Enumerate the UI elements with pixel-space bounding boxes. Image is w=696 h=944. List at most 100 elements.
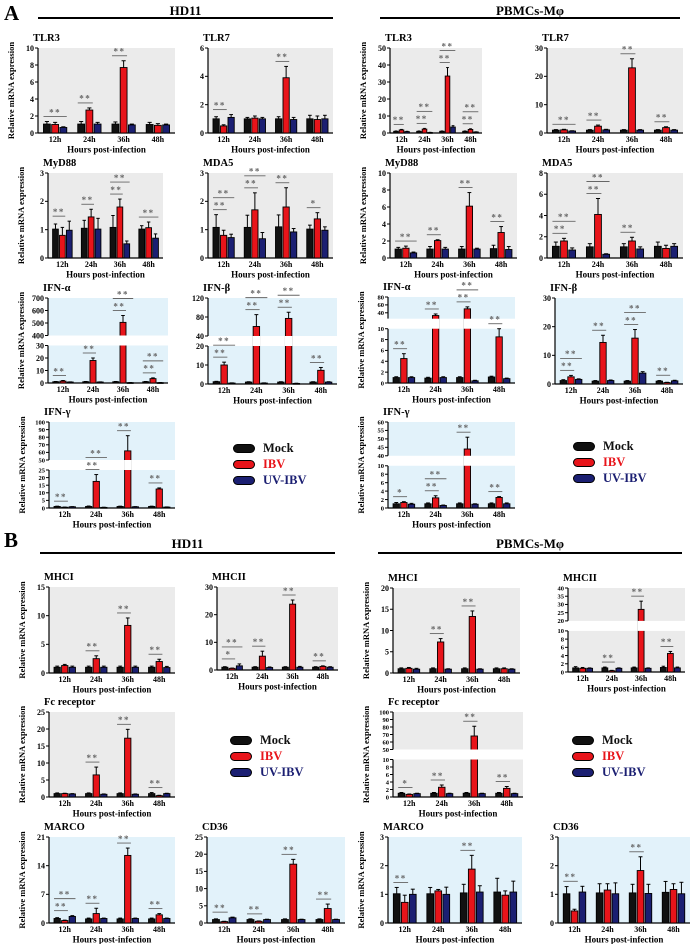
bar-mock-36h: Mock <box>275 226 283 259</box>
bar-mock-24h: Mock <box>243 118 251 134</box>
x-tick-label: 36h <box>286 672 299 681</box>
x-axis-label: Hours post-infection <box>587 684 666 694</box>
bar-mock-36h: Mock <box>462 792 471 798</box>
bar-uv-ibv-36h: UV-IBV <box>478 793 486 798</box>
y-tick-label: 50 <box>383 747 390 754</box>
y-axis-label: Relative mRNA expression <box>17 831 27 928</box>
plot-background <box>388 297 515 383</box>
x-tick-label: 12h <box>217 135 230 144</box>
bar-uv-ibv-48h: UV-IBV <box>671 380 679 385</box>
y-tick-label: 10 <box>378 169 386 178</box>
bar-ibv-36h: IBV <box>465 205 474 259</box>
x-axis-label: Hours post-infection <box>231 145 310 155</box>
bar-uv-ibv-12h: UV-IBV <box>68 793 76 798</box>
significance-label: ** <box>318 890 330 900</box>
y-tick-label: 50 <box>39 457 46 464</box>
legend-b-pbmc: Mock IBV UV-IBV <box>572 732 646 780</box>
bar-uv-ibv-36h: UV-IBV <box>471 503 479 509</box>
x-axis-label: Hours post-infection <box>69 395 148 405</box>
chart-mda5: 0246812hMockIBVUV-IBV****24hMockIBVUV-IB… <box>539 158 683 280</box>
y-tick-label: 6 <box>539 190 543 199</box>
significance-label: ** <box>464 712 476 722</box>
y-axis-label: Relative mRNA expression <box>356 831 366 928</box>
bar-uv-ibv-12h: UV-IBV <box>227 116 235 134</box>
legend-a-hd11: Mock IBV UV-IBV <box>233 440 307 488</box>
y-tick-label: 400 <box>32 331 44 340</box>
x-tick-label: 36h <box>282 386 295 395</box>
bar-ibv-48h: IBV <box>662 127 670 134</box>
x-axis-label: Hours post-infection <box>238 682 317 692</box>
significance-label: ** <box>631 843 643 853</box>
plot-background <box>49 587 175 673</box>
x-tick-label: 24h <box>434 675 447 684</box>
chart-title: IFN-β <box>550 283 578 294</box>
bar-mock-36h: Mock <box>116 793 124 798</box>
legend-item-mock: Mock <box>572 732 646 748</box>
bar-uv-ibv-36h: UV-IBV <box>639 372 647 385</box>
bar-ibv-24h: IBV <box>92 774 100 798</box>
x-tick-label: 48h <box>142 260 155 269</box>
y-tick-label: 60 <box>39 450 46 457</box>
significance-label: ** <box>588 111 600 121</box>
y-tick-label: 8 <box>386 764 390 771</box>
bar-ibv-24h: IBV <box>251 117 259 134</box>
bar-ibv-24h: IBV <box>85 109 94 134</box>
bar-ibv-36h: IBV <box>463 308 472 384</box>
bar-uv-ibv-48h: UV-IBV <box>510 793 519 798</box>
y-tick-label: 40 <box>196 332 204 341</box>
bar-uv-ibv-12h: UV-IBV <box>66 381 74 384</box>
y-tick-label: 0 <box>550 919 554 928</box>
x-tick-label: 12h <box>57 385 70 394</box>
x-tick-label: 48h <box>315 386 328 395</box>
mock-swatch-icon <box>233 443 255 453</box>
bar-break-gap <box>470 749 478 760</box>
bar-uv-ibv-48h: UV-IBV <box>670 245 679 259</box>
x-tick-label: 48h <box>501 799 514 808</box>
bar-mock-36h: Mock <box>111 123 120 134</box>
plot-background <box>49 712 175 797</box>
legend-label: UV-IBV <box>260 765 304 779</box>
y-tick-label: 0 <box>41 919 45 928</box>
bar-ibv-24h: IBV <box>92 480 100 509</box>
y-tick-label: 60 <box>378 419 385 426</box>
bar-uv-ibv-24h: UV-IBV <box>441 248 449 259</box>
bar-mock-48h: Mock <box>142 381 150 384</box>
bar-ibv-12h: IBV <box>61 793 69 798</box>
legend-item-ibv: IBV <box>230 748 304 764</box>
bar-uv-ibv-48h: UV-IBV <box>677 893 686 924</box>
chart-title: MARCO <box>383 822 424 833</box>
bar-uv-ibv-36h: UV-IBV <box>131 666 139 674</box>
bar-ibv-24h: IBV <box>437 641 445 674</box>
y-tick-label: 90 <box>39 427 46 434</box>
bar-ibv-48h: IBV <box>155 488 163 509</box>
x-tick-label: 36h <box>466 675 479 684</box>
significance-label: ** <box>432 771 444 781</box>
significance-label: ** <box>226 638 238 648</box>
x-tick-label: 48h <box>660 135 673 144</box>
bar-mock-12h: Mock <box>572 667 579 673</box>
bar-break-gap <box>637 620 645 631</box>
y-tick-label: 2 <box>539 233 543 242</box>
bar-ibv-48h: IBV <box>155 661 163 674</box>
y-tick-label: 6 <box>381 348 385 355</box>
chart-ifn-: 0510152025506070809010012hMockIBVUV-IBV*… <box>17 407 175 530</box>
significance-label: ** <box>463 597 475 607</box>
significance-label: ** <box>86 894 98 904</box>
legend-item-uv-ibv: UV-IBV <box>572 764 646 780</box>
bar-uv-ibv-12h: UV-IBV <box>409 252 418 259</box>
bar-uv-ibv-24h: UV-IBV <box>615 667 623 673</box>
bar-mock-24h: Mock <box>601 667 609 673</box>
chart-title: TLR3 <box>385 33 412 44</box>
y-tick-label: 8 <box>381 337 385 344</box>
bar-uv-ibv-36h: UV-IBV <box>292 382 301 385</box>
legend-label: UV-IBV <box>602 765 646 779</box>
y-tick-label: 2 <box>381 369 384 376</box>
chart-ifn-: 01020408012012hMockIBVUV-IBV****24hMockI… <box>192 283 337 406</box>
significance-label: ** <box>565 349 577 359</box>
y-tick-label: 55 <box>378 428 385 435</box>
bar-ibv-36h: IBV <box>124 737 132 798</box>
bar-mock-12h: Mock <box>212 919 220 924</box>
y-axis-label: Relative mRNA expression <box>361 706 371 803</box>
legend-label: UV-IBV <box>603 471 647 485</box>
y-tick-label: 6 <box>386 772 390 779</box>
